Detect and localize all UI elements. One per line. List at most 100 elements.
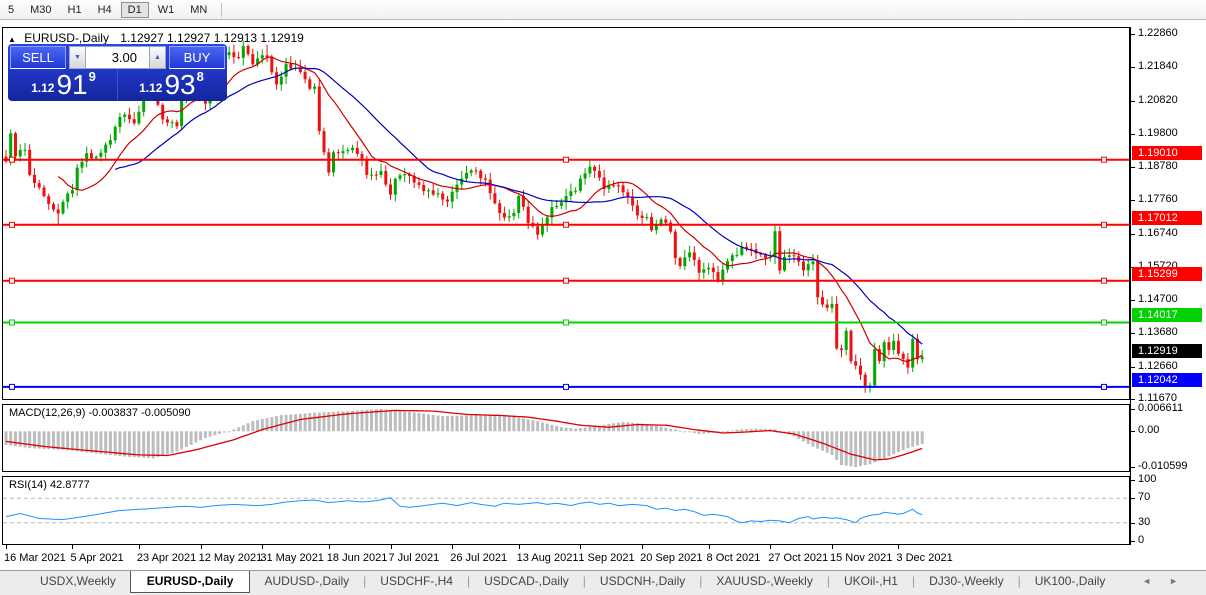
candle[interactable]	[23, 149, 27, 151]
candle[interactable]	[507, 216, 511, 218]
candle[interactable]	[863, 374, 867, 388]
candle[interactable]	[697, 259, 701, 273]
candle[interactable]	[365, 158, 369, 175]
candle[interactable]	[161, 104, 165, 120]
candle[interactable]	[469, 170, 473, 173]
candle[interactable]	[251, 54, 255, 65]
candle[interactable]	[241, 46, 245, 58]
candle[interactable]	[626, 192, 630, 197]
timeframe-button-h1[interactable]: H1	[67, 3, 82, 16]
candle[interactable]	[37, 183, 41, 188]
tab-usdcnh-daily[interactable]: USDCNH-,Daily	[599, 574, 686, 588]
candle[interactable]	[104, 144, 108, 153]
candle[interactable]	[901, 353, 905, 360]
candle[interactable]	[47, 196, 51, 204]
buy-price-button[interactable]: 1.12 93 8	[118, 69, 225, 101]
candle[interactable]	[488, 179, 492, 194]
candle[interactable]	[692, 252, 696, 260]
candle[interactable]	[94, 156, 98, 159]
macd-panel[interactable]: MACD(12,26,9) -0.003837 -0.005090	[2, 404, 1130, 472]
candle[interactable]	[412, 176, 416, 183]
candle[interactable]	[336, 152, 340, 154]
candle[interactable]	[821, 297, 824, 305]
candle[interactable]	[540, 224, 544, 235]
candle[interactable]	[816, 261, 820, 298]
candle[interactable]	[118, 116, 122, 127]
candle[interactable]	[260, 55, 264, 59]
candle[interactable]	[555, 205, 559, 208]
candle[interactable]	[9, 133, 13, 162]
tab-usdx-weekly[interactable]: USDX,Weekly	[40, 574, 116, 588]
candle[interactable]	[113, 126, 117, 141]
candle[interactable]	[764, 254, 767, 258]
candle[interactable]	[536, 226, 540, 235]
candle[interactable]	[355, 147, 359, 154]
tab-ukoil-h1[interactable]: UKOil-,H1	[843, 574, 898, 588]
rsi-panel[interactable]: RSI(14) 42.8777	[2, 476, 1130, 545]
tab-audusd-daily[interactable]: AUDUSD-,Daily	[264, 574, 350, 588]
candle[interactable]	[408, 174, 411, 176]
timeframe-button-m30[interactable]: M30	[30, 3, 52, 16]
line-handle[interactable]	[1101, 319, 1107, 326]
tab-dj30-weekly[interactable]: DJ30-,Weekly	[929, 574, 1004, 588]
candle[interactable]	[284, 63, 288, 77]
candle[interactable]	[683, 257, 687, 267]
candle[interactable]	[792, 255, 796, 257]
timeframe-button-h4[interactable]: H4	[97, 3, 112, 16]
candle[interactable]	[237, 57, 241, 58]
line-handle[interactable]	[9, 221, 15, 228]
price-axis[interactable]: 1.22860 1.21840 1.20820 1.19800 1.18780 1.177…	[1131, 20, 1206, 550]
candle[interactable]	[844, 330, 848, 350]
candle[interactable]	[123, 114, 127, 117]
candle[interactable]	[583, 173, 587, 179]
candle[interactable]	[574, 190, 578, 192]
candle[interactable]	[175, 122, 179, 127]
candle[interactable]	[740, 246, 744, 255]
candle[interactable]	[621, 185, 625, 193]
candle[interactable]	[465, 172, 468, 179]
candle[interactable]	[61, 201, 65, 214]
horizontal-line[interactable]	[3, 156, 1129, 163]
horizontal-line[interactable]	[3, 319, 1129, 326]
rsi-canvas[interactable]	[3, 477, 1129, 544]
candle[interactable]	[612, 185, 616, 187]
candle[interactable]	[859, 365, 862, 375]
candle[interactable]	[635, 205, 639, 216]
candle[interactable]	[702, 269, 706, 273]
candle[interactable]	[80, 161, 84, 168]
ma-fast-line[interactable]	[57, 56, 923, 363]
price-chart-canvas[interactable]	[3, 28, 1129, 399]
candle[interactable]	[75, 167, 79, 191]
candle[interactable]	[745, 246, 748, 249]
line-handle[interactable]	[563, 156, 569, 163]
volume-input[interactable]: 3.00	[86, 46, 149, 69]
candle[interactable]	[127, 114, 131, 120]
candle[interactable]	[650, 217, 654, 231]
candle[interactable]	[398, 175, 402, 179]
candle[interactable]	[313, 86, 317, 89]
candle[interactable]	[607, 185, 611, 189]
candle[interactable]	[483, 178, 487, 180]
tab-usdchf-h4[interactable]: USDCHF-,H4	[380, 574, 453, 588]
line-handle[interactable]	[1101, 383, 1107, 390]
candle[interactable]	[132, 119, 136, 124]
candle[interactable]	[227, 52, 231, 56]
candle[interactable]	[915, 338, 919, 360]
line-handle[interactable]	[1101, 221, 1107, 228]
candle[interactable]	[303, 71, 307, 80]
candle[interactable]	[840, 348, 843, 350]
candle[interactable]	[379, 171, 383, 175]
buy-button[interactable]: BUY	[169, 46, 225, 69]
candle[interactable]	[877, 349, 881, 361]
candle[interactable]	[56, 209, 60, 214]
candle[interactable]	[502, 213, 506, 218]
candle[interactable]	[654, 224, 658, 231]
candle[interactable]	[42, 187, 46, 197]
candle[interactable]	[33, 175, 36, 184]
candle[interactable]	[332, 152, 335, 173]
line-handle[interactable]	[563, 319, 569, 326]
horizontal-line[interactable]	[3, 221, 1129, 228]
sell-button[interactable]: SELL	[10, 46, 66, 69]
candle[interactable]	[569, 191, 573, 197]
line-handle[interactable]	[563, 383, 569, 390]
